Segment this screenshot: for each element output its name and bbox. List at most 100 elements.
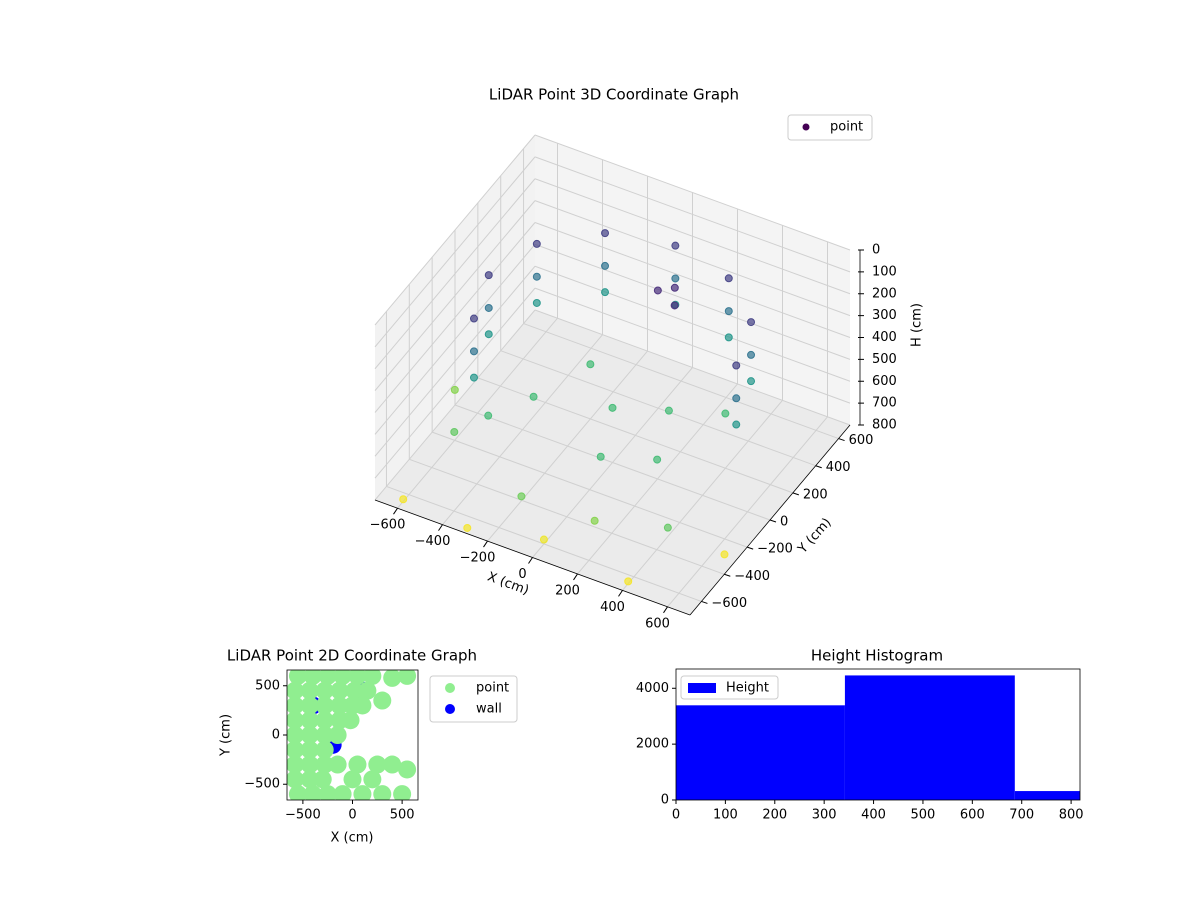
legend-marker — [802, 123, 810, 131]
grid-line — [374, 200, 536, 391]
x-tick-label: 500 — [390, 808, 415, 823]
z-tick-label: 400 — [872, 330, 897, 345]
y-tick-label: 500 — [255, 678, 280, 693]
x-tick-label: 0 — [672, 808, 680, 823]
point — [318, 785, 337, 800]
point — [315, 696, 334, 715]
grid-line — [374, 287, 536, 479]
x-tick-label: 600 — [960, 808, 985, 823]
grid-line — [409, 458, 725, 575]
point — [596, 452, 605, 461]
grid-line — [386, 485, 702, 602]
point — [601, 261, 610, 270]
tick-mark — [792, 492, 800, 496]
x-tick-label: 0 — [518, 567, 526, 582]
point — [363, 770, 382, 789]
point — [484, 330, 493, 339]
legend-label: point — [830, 120, 863, 135]
grid-line — [431, 431, 748, 548]
point — [724, 333, 733, 342]
point — [450, 427, 459, 436]
chart-title: LiDAR Point 3D Coordinate Graph — [489, 86, 739, 104]
point — [399, 495, 408, 504]
bar — [1014, 791, 1080, 800]
grid-line — [534, 200, 851, 317]
grid-line — [374, 134, 536, 326]
legend-marker — [445, 704, 455, 714]
grid-line — [534, 178, 851, 295]
point — [747, 377, 756, 386]
chart-title: LiDAR Point 2D Coordinate Graph — [227, 647, 477, 665]
point — [532, 239, 541, 248]
point — [315, 681, 334, 700]
chart-title: Height Histogram — [811, 647, 943, 665]
point — [463, 523, 472, 532]
x-tick-label: 0 — [348, 808, 356, 823]
point — [300, 711, 319, 730]
point — [747, 318, 756, 327]
point — [469, 373, 478, 382]
point — [353, 785, 372, 800]
point — [315, 740, 334, 759]
y-tick-label: 600 — [849, 433, 874, 448]
tick-mark — [769, 519, 777, 523]
point — [529, 392, 538, 401]
x-tick-label: 500 — [911, 808, 936, 823]
point — [747, 350, 756, 359]
point — [330, 696, 349, 715]
point — [363, 670, 382, 685]
z-tick-label: 0 — [872, 243, 880, 258]
z-tick-label: 800 — [872, 418, 897, 433]
point — [300, 726, 319, 744]
z-axis-label: H (cm) — [910, 303, 925, 347]
point — [333, 670, 352, 685]
bar — [844, 675, 1015, 800]
point — [330, 681, 349, 700]
point — [590, 516, 599, 525]
point — [328, 726, 347, 744]
point — [484, 271, 493, 280]
point — [393, 785, 412, 800]
point — [373, 691, 392, 710]
x-tick-label: −400 — [415, 534, 451, 549]
point — [287, 726, 304, 744]
point — [287, 740, 304, 759]
point — [663, 523, 672, 532]
x-tick-label: 100 — [713, 808, 738, 823]
point — [601, 288, 610, 297]
point — [287, 770, 304, 789]
y-tick-label: 0 — [780, 515, 788, 530]
point — [300, 681, 319, 700]
point — [303, 670, 322, 685]
point — [469, 347, 478, 356]
y-tick-label: −600 — [711, 596, 747, 611]
point — [287, 696, 304, 715]
grid-line — [374, 265, 536, 457]
point — [670, 301, 679, 310]
point — [287, 755, 304, 774]
tick-mark — [815, 465, 822, 469]
legend-marker — [445, 683, 455, 693]
point — [383, 755, 402, 774]
grid-line — [534, 243, 851, 360]
point — [624, 577, 633, 586]
point — [732, 394, 741, 403]
legend-box — [787, 114, 873, 141]
z-tick-label: 100 — [872, 264, 897, 279]
x-tick-label: −500 — [285, 808, 321, 823]
x-tick-label: 300 — [812, 808, 837, 823]
point — [450, 385, 459, 394]
point — [601, 229, 610, 238]
point — [732, 361, 741, 370]
point — [288, 785, 307, 800]
y-axis-label: Y (cm) — [219, 714, 234, 757]
legend-label: Height — [726, 681, 769, 696]
point — [315, 755, 334, 774]
point — [732, 420, 741, 429]
grid-line — [374, 244, 536, 435]
grid-line — [534, 309, 851, 426]
axis-line — [374, 499, 691, 616]
grid-line — [500, 350, 816, 467]
point — [670, 283, 679, 292]
